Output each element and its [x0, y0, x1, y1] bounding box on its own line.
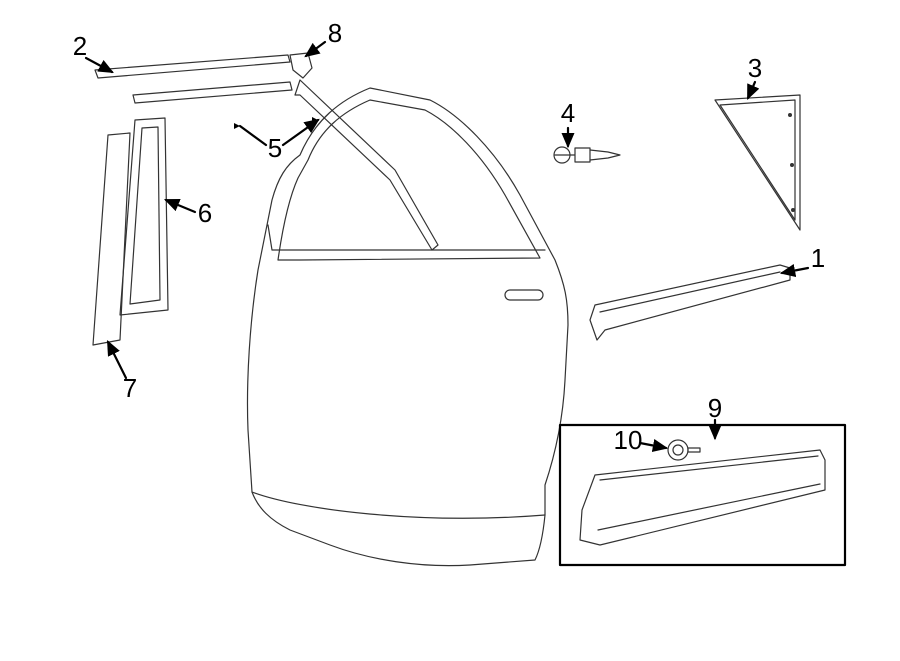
part-7-path-0: [93, 133, 130, 345]
callout-3-leader: [748, 82, 755, 98]
part-5-frame-molding: [133, 80, 438, 250]
part-10-circle-inner: [673, 445, 683, 455]
exploded-door-diagram: 1 2 3 4 5 6 7 8 9 10: [0, 0, 900, 661]
part-6-path-0: [120, 118, 168, 315]
part-3-dot-0: [788, 113, 792, 117]
part-5-path-1: [133, 82, 292, 103]
part-9-path-2: [598, 484, 820, 530]
callout-7: 7: [108, 342, 137, 403]
callout-3-label: 3: [748, 53, 762, 83]
part-1-belt-molding-rear: [590, 265, 790, 340]
part-6-path-1: [130, 127, 160, 304]
callout-4-label: 4: [561, 98, 575, 128]
part-4-path-0: [555, 148, 590, 162]
part-3-dot-2: [791, 208, 795, 212]
part-2-path-0: [95, 55, 290, 78]
callout-7-label: 7: [123, 373, 137, 403]
callout-2: 2: [73, 31, 112, 72]
door-outline: [247, 88, 568, 566]
door-handle: [505, 290, 543, 300]
parts-layer: [93, 53, 825, 545]
door-layer: [247, 88, 568, 566]
part-6-front-pillar-applique: [120, 118, 168, 315]
callout-9: 9: [708, 393, 722, 438]
callout-10: 10: [614, 425, 666, 455]
callout-9-label: 9: [708, 393, 722, 423]
part-1-path-1: [600, 272, 780, 312]
callout-6-label: 6: [198, 198, 212, 228]
callout-2-label: 2: [73, 31, 87, 61]
part-9-path-1: [600, 456, 818, 480]
callout-1-label: 1: [811, 243, 825, 273]
callout-10-label: 10: [614, 425, 643, 455]
labels-layer: 1 2 3 4 5 6 7 8 9 10: [73, 18, 825, 455]
callout-8-leader: [306, 42, 325, 56]
callout-6-leader: [166, 200, 195, 212]
callout-3: 3: [748, 53, 762, 98]
callout-5: 5: [234, 117, 318, 163]
part-3-path-1: [720, 100, 795, 220]
callout-10-leader: [640, 443, 666, 448]
part-4-path-1: [590, 150, 620, 160]
part-10-circle-outer: [668, 440, 688, 460]
part-3-dot-1: [790, 163, 794, 167]
part-3-corner-applique: [715, 95, 800, 230]
part-7-front-pillar-tape: [93, 133, 130, 345]
callout-5-label: 5: [268, 133, 282, 163]
callout-8-label: 8: [328, 18, 342, 48]
door-contour-0: [252, 492, 545, 518]
callout-1-leader: [782, 268, 808, 273]
part-2-upper-reveal-molding: [95, 55, 290, 78]
part-10-molding-clip: [668, 440, 700, 460]
door-contour-1: [268, 225, 545, 250]
part-9-path-0: [580, 450, 825, 545]
callout-5-arrowhead: [234, 123, 240, 129]
part-9-lower-body-molding: [580, 450, 825, 545]
part-10-path-0: [688, 448, 700, 452]
part-8-joint-cover: [290, 53, 312, 78]
callout-4: 4: [561, 98, 575, 146]
callout-1: 1: [782, 243, 825, 273]
part-8-path-0: [290, 53, 312, 78]
part-4-bolt: [554, 147, 620, 163]
part-5-path-0: [295, 80, 438, 250]
callout-8: 8: [306, 18, 342, 56]
door-window-opening: [278, 100, 540, 260]
callout-6: 6: [166, 198, 212, 228]
